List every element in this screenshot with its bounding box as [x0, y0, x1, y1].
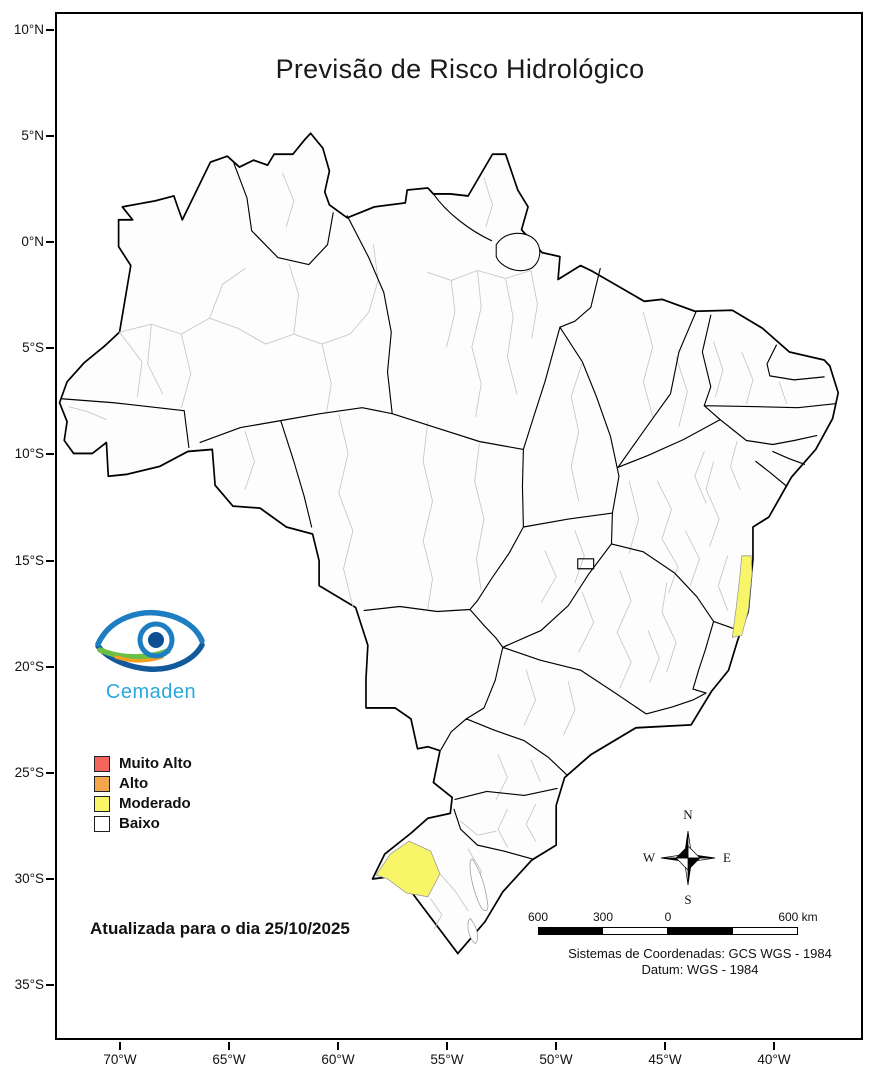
- legend-label: Moderado: [119, 795, 191, 812]
- lat-tick: [46, 347, 54, 349]
- lat-label-10n: 10°N: [13, 22, 44, 37]
- legend-item-baixo: Baixo: [94, 814, 192, 834]
- legend-swatch-moderado: [94, 796, 110, 812]
- lon-label-50w: 50°W: [539, 1052, 573, 1067]
- compass-rose-icon: N S E W: [642, 806, 734, 907]
- legend-label: Muito Alto: [119, 755, 192, 772]
- risk-region-south-bahia-coast: [731, 555, 753, 638]
- scale-segment: [602, 927, 668, 935]
- scale-label-600km: 600 km: [778, 910, 818, 924]
- lat-tick: [46, 772, 54, 774]
- lat-tick: [46, 878, 54, 880]
- legend-swatch-muito-alto: [94, 756, 110, 772]
- lat-label-35s: 35°S: [14, 977, 44, 992]
- update-note: Atualizada para o dia 25/10/2025: [90, 919, 350, 938]
- lon-label-65w: 65°W: [212, 1052, 246, 1067]
- scale-segment: [538, 927, 603, 935]
- legend-item-muito-alto: Muito Alto: [94, 754, 192, 774]
- lon-tick: [119, 1042, 121, 1050]
- lon-tick: [337, 1042, 339, 1050]
- scale-label-0: 0: [664, 910, 672, 924]
- lat-label-5n: 5°N: [21, 128, 44, 143]
- lon-label-55w: 55°W: [430, 1052, 464, 1067]
- cemaden-wordmark: Cemaden: [105, 681, 197, 703]
- map-title: Previsão de Risco Hidrológico: [275, 54, 645, 84]
- compass-north-label: N: [683, 807, 693, 822]
- coordinate-system-note: Sistemas de Coordenadas: GCS WGS - 1984 …: [520, 946, 880, 978]
- legend-swatch-alto: [94, 776, 110, 792]
- legend-item-alto: Alto: [94, 774, 192, 794]
- lat-tick: [46, 29, 54, 31]
- lat-label-30s: 30°S: [14, 871, 44, 886]
- risk-legend: Muito Alto Alto Moderado Baixo: [94, 754, 192, 834]
- lat-tick: [46, 453, 54, 455]
- lat-tick: [46, 241, 54, 243]
- legend-label: Alto: [119, 775, 149, 792]
- cemaden-logo: Cemaden: [92, 606, 210, 704]
- state-boundaries: [60, 162, 836, 860]
- compass-east-label: E: [723, 850, 731, 865]
- lat-tick: [46, 666, 54, 668]
- marajo-island: [495, 232, 541, 272]
- lat-label-20s: 20°S: [14, 659, 44, 674]
- crs-line2: Datum: WGS - 1984: [641, 962, 759, 977]
- lon-tick: [555, 1042, 557, 1050]
- lat-label-10s: 10°S: [14, 446, 44, 461]
- lat-label-0n: 0°N: [21, 234, 44, 249]
- brazil-map: [58, 132, 840, 955]
- lon-tick: [446, 1042, 448, 1050]
- scale-segment: [732, 927, 798, 935]
- lat-tick: [46, 560, 54, 562]
- scale-label-600: 600: [527, 910, 549, 924]
- scale-segment: [667, 927, 733, 935]
- scale-bar: 600 300 0 600 km: [528, 910, 828, 944]
- lat-label-15s: 15°S: [14, 553, 44, 568]
- lat-tick: [46, 135, 54, 137]
- scale-label-300: 300: [592, 910, 614, 924]
- lat-label-5s: 5°S: [22, 340, 44, 355]
- crs-line1: Sistemas de Coordenadas: GCS WGS - 1984: [568, 946, 832, 961]
- lagoa-dos-patos: [469, 858, 489, 912]
- lon-label-40w: 40°W: [757, 1052, 791, 1067]
- lat-tick: [46, 984, 54, 986]
- lon-label-70w: 70°W: [103, 1052, 137, 1067]
- lon-tick: [228, 1042, 230, 1050]
- municipality-boundaries-north: [68, 172, 538, 421]
- risk-region-southwest-rio-grande-do-sul: [375, 840, 441, 898]
- lon-label-45w: 45°W: [648, 1052, 682, 1067]
- legend-swatch-baixo: [94, 816, 110, 832]
- lon-tick: [664, 1042, 666, 1050]
- lat-label-25s: 25°S: [14, 765, 44, 780]
- legend-label: Baixo: [119, 815, 160, 832]
- compass-south-label: S: [684, 892, 691, 906]
- legend-item-moderado: Moderado: [94, 794, 192, 814]
- lagoa-mirim: [467, 918, 478, 944]
- cemaden-eye-icon: [95, 609, 205, 672]
- lon-label-60w: 60°W: [321, 1052, 355, 1067]
- municipality-boundaries-center: [244, 311, 788, 611]
- compass-west-label: W: [643, 850, 656, 865]
- lon-tick: [773, 1042, 775, 1050]
